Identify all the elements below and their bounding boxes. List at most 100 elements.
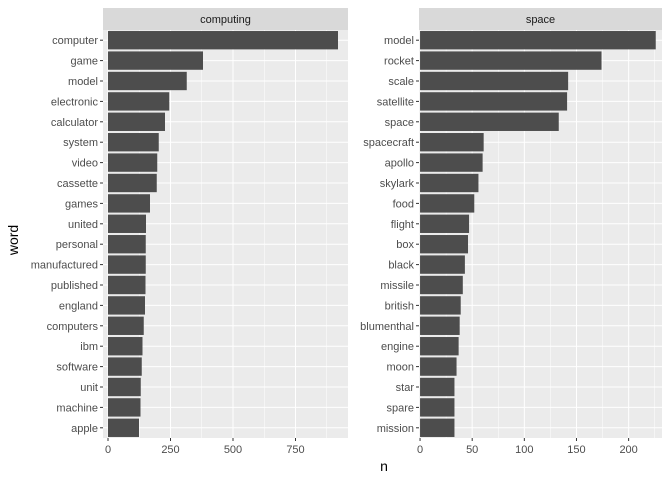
- y-tick-label: game: [70, 56, 98, 68]
- y-tick-label: unit: [80, 382, 98, 394]
- y-tick-label: ibm: [80, 341, 98, 353]
- y-tick-label: manufactured: [31, 260, 98, 272]
- bar-food: [420, 194, 475, 213]
- y-tick-label: apple: [71, 423, 98, 435]
- bar-model: [420, 31, 656, 50]
- x-tick-label: 200: [619, 444, 637, 456]
- bar-apple: [108, 418, 139, 437]
- bar-games: [108, 194, 150, 213]
- y-tick-label: published: [51, 280, 98, 292]
- facet-panels: computing computer game model electronic calc…: [31, 8, 662, 456]
- y-tick-label: model: [68, 76, 98, 88]
- y-tick-label: video: [72, 158, 98, 170]
- bar-space: [420, 112, 559, 131]
- y-tick-label: scale: [388, 76, 414, 88]
- y-tick-label: food: [393, 198, 414, 210]
- bar-black: [420, 255, 465, 274]
- facet-strip: [419, 8, 662, 30]
- bar-moon: [420, 357, 457, 376]
- x-tick-label: 0: [105, 444, 111, 456]
- facet-strip-label: space: [526, 14, 555, 26]
- y-tick-label: software: [56, 362, 98, 374]
- x-tick-label: 250: [161, 444, 179, 456]
- y-tick-label: cassette: [57, 178, 98, 190]
- bar-cassette: [108, 173, 157, 193]
- bar-missile: [420, 275, 463, 295]
- y-tick-label: electronic: [51, 96, 99, 108]
- y-tick-label: personal: [56, 239, 98, 251]
- y-tick-label: calculator: [51, 117, 98, 129]
- y-tick-label: box: [396, 239, 414, 251]
- y-tick-label: engine: [381, 341, 414, 353]
- bar-british: [420, 296, 461, 315]
- y-axis-title: word: [5, 225, 21, 256]
- bar-system: [108, 133, 159, 152]
- bar-model: [108, 71, 187, 91]
- y-tick-label: games: [65, 198, 99, 210]
- bar-mission: [420, 418, 455, 437]
- bar-scale: [420, 71, 569, 91]
- y-tick-label: computers: [47, 321, 99, 333]
- bar-engine: [420, 337, 459, 356]
- bar-manufactured: [108, 255, 146, 274]
- y-tick-label: united: [68, 219, 98, 231]
- x-tick-label: 0: [417, 444, 423, 456]
- y-tick-label: blumenthal: [360, 321, 414, 333]
- y-tick-label: skylark: [380, 178, 415, 190]
- y-tick-label: mission: [377, 423, 414, 435]
- bar-skylark: [420, 173, 479, 193]
- bar-computers: [108, 316, 144, 335]
- bar-personal: [108, 235, 146, 254]
- bar-calculator: [108, 112, 165, 131]
- y-tick-label: satellite: [377, 96, 414, 108]
- y-tick-label: spacecraft: [363, 137, 414, 149]
- facet-panel-1: space model rocket scale satellite space space…: [360, 8, 662, 456]
- facet-panel-0: computing computer game model electronic calc…: [31, 8, 348, 456]
- y-tick-label: space: [385, 117, 414, 129]
- y-tick-label: black: [388, 260, 414, 272]
- y-tick-label: apollo: [385, 158, 414, 170]
- bar-ibm: [108, 337, 143, 356]
- y-tick-label: star: [396, 382, 415, 394]
- y-tick-label: system: [63, 137, 98, 149]
- bar-game: [108, 51, 203, 70]
- bar-blumenthal: [420, 316, 460, 335]
- x-tick-label: 150: [567, 444, 585, 456]
- bar-flight: [420, 214, 470, 233]
- bar-computer: [108, 31, 338, 50]
- y-tick-label: moon: [386, 362, 414, 374]
- bar-software: [108, 357, 142, 376]
- panel-background: [103, 30, 348, 438]
- x-axis-title: n: [380, 458, 388, 474]
- panel-background: [419, 30, 662, 438]
- facet-strip: [103, 8, 348, 30]
- facet-strip-label: computing: [200, 14, 251, 26]
- y-tick-label: flight: [391, 219, 414, 231]
- bar-satellite: [420, 92, 568, 111]
- bar-apollo: [420, 153, 483, 172]
- bar-spacecraft: [420, 133, 484, 152]
- bar-electronic: [108, 92, 170, 111]
- y-tick-label: rocket: [384, 56, 414, 68]
- y-tick-label: machine: [56, 402, 98, 414]
- y-tick-label: british: [385, 300, 414, 312]
- x-tick-label: 750: [286, 444, 304, 456]
- bar-video: [108, 153, 158, 172]
- bar-england: [108, 296, 145, 315]
- bar-united: [108, 214, 146, 233]
- y-tick-label: computer: [52, 35, 98, 47]
- bar-rocket: [420, 51, 602, 70]
- bar-star: [420, 377, 455, 397]
- bar-published: [108, 275, 146, 295]
- x-tick-label: 50: [466, 444, 478, 456]
- y-tick-label: england: [59, 300, 98, 312]
- bar-machine: [108, 398, 141, 417]
- y-tick-label: missile: [380, 280, 414, 292]
- x-tick-label: 100: [515, 444, 533, 456]
- bar-spare: [420, 398, 455, 417]
- y-tick-label: model: [384, 35, 414, 47]
- x-tick-label: 500: [224, 444, 242, 456]
- bar-box: [420, 235, 469, 254]
- y-tick-label: spare: [386, 402, 414, 414]
